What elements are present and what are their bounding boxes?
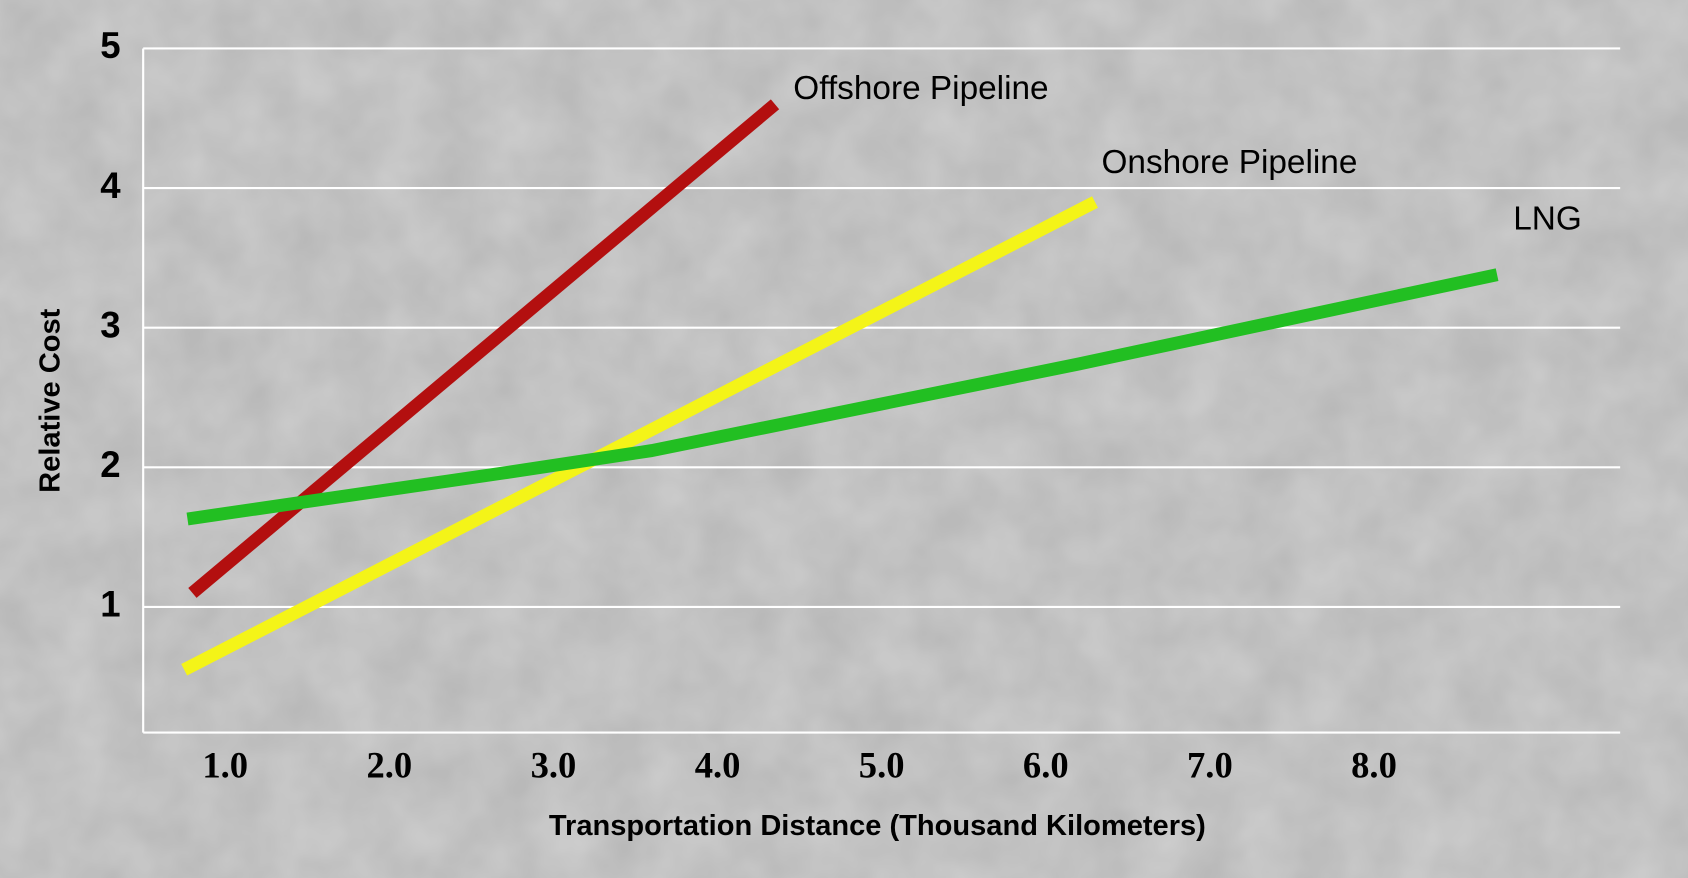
y-tick-label: 4 (100, 165, 121, 206)
x-tick-label: 8.0 (1351, 745, 1397, 786)
y-tick-label: 5 (100, 25, 120, 66)
series-line (181, 196, 1098, 676)
series-label: Offshore Pipeline (793, 70, 1048, 107)
x-tick-label: 2.0 (366, 745, 412, 786)
y-tick-label: 1 (100, 584, 120, 625)
x-tick-label: 4.0 (695, 745, 741, 786)
x-tick-label: 1.0 (202, 745, 248, 786)
series-line (186, 268, 1499, 526)
x-tick-label: 6.0 (1023, 745, 1069, 786)
x-tick-label: 5.0 (859, 745, 905, 786)
x-tick-label: 7.0 (1187, 745, 1233, 786)
series-line (188, 99, 780, 598)
y-axis-title: Relative Cost (34, 308, 66, 493)
series-label: LNG (1513, 201, 1582, 238)
series-label: Onshore Pipeline (1101, 144, 1357, 181)
x-axis-title: Transportation Distance (Thousand Kilome… (549, 810, 1206, 842)
y-tick-label: 3 (100, 304, 120, 345)
y-tick-label: 2 (100, 444, 120, 485)
x-tick-label: 3.0 (531, 745, 577, 786)
